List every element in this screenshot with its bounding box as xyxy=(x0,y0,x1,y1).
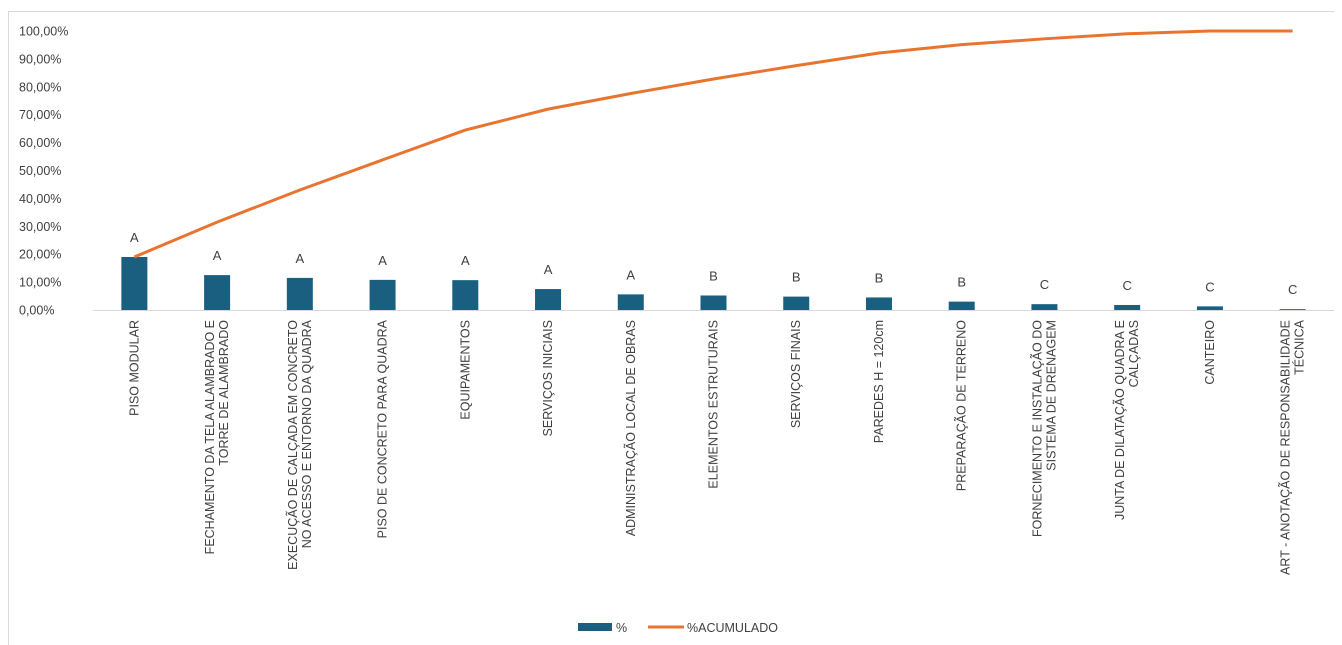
category-label: NO ACESSO E ENTORNO DA QUADRA xyxy=(300,319,314,548)
bar xyxy=(783,296,810,310)
abc-class-label: C xyxy=(1122,278,1131,293)
bar xyxy=(1114,304,1141,310)
legend-bar-swatch xyxy=(578,623,612,631)
bar xyxy=(121,256,148,310)
category-label: CALÇADAS xyxy=(1127,320,1141,387)
abc-class-label: B xyxy=(875,270,884,285)
bar xyxy=(1196,306,1223,310)
category-label: SERVIÇOS FINAIS xyxy=(789,320,803,428)
category-label: ADMINISTRAÇÃO LOCAL DE OBRAS xyxy=(624,320,638,536)
bar xyxy=(204,275,231,310)
bar xyxy=(1031,304,1058,310)
y-axis: 0,00% 10,00% 20,00% 30,00% 40,00% 50,00% 60,00… xyxy=(19,25,1334,318)
bar xyxy=(286,277,313,310)
bar xyxy=(369,279,396,310)
y-tick-label: 100,00% xyxy=(19,25,68,39)
y-tick-label: 30,00% xyxy=(19,220,61,234)
category-label: PISO MODULAR xyxy=(127,320,141,416)
category-label: TÉCNICA xyxy=(1292,319,1307,375)
cumulative-line-series xyxy=(133,29,1293,259)
category-label: PREPARAÇÃO DE TERRENO xyxy=(955,320,969,491)
bar-series xyxy=(121,256,1306,310)
bar xyxy=(948,301,975,310)
category-labels: PISO MODULAR FECHAMENTO DA TELA ALAMBRADO… xyxy=(127,319,1306,575)
abc-class-label: B xyxy=(792,270,801,285)
cumulative-line xyxy=(133,29,1293,259)
y-tick-label: 50,00% xyxy=(19,164,61,178)
bar xyxy=(865,297,892,310)
abc-class-label: C xyxy=(1205,279,1214,294)
abc-class-label: A xyxy=(626,267,635,282)
category-label: ART - ANOTAÇÃO DE RESPONSABILIDADE xyxy=(1279,320,1293,575)
y-tick-label: 20,00% xyxy=(19,248,61,262)
y-tick-label: 0,00% xyxy=(19,304,54,318)
category-label: CANTEIRO xyxy=(1203,320,1217,385)
y-tick-label: 10,00% xyxy=(19,276,61,290)
bar xyxy=(452,280,479,310)
abc-class-label: B xyxy=(709,268,718,283)
category-label: PAREDES H = 120cm xyxy=(872,320,886,443)
category-label: EXECUÇÃO DE CALÇADA EM CONCRETO xyxy=(286,320,300,570)
abc-class-label: C xyxy=(1040,277,1049,292)
legend-bar-label: % xyxy=(616,621,627,635)
category-label: FECHAMENTO DA TELA ALAMBRADO E xyxy=(203,320,217,554)
legend: % %ACUMULADO xyxy=(578,621,778,635)
abc-class-label: A xyxy=(130,230,139,245)
category-label: EQUIPAMENTOS xyxy=(458,320,472,420)
y-tick-label: 70,00% xyxy=(19,108,61,122)
category-label: SERVIÇOS INICIAIS xyxy=(541,320,555,436)
abc-class-label: A xyxy=(295,251,304,266)
category-label: SISTEMA DE DRENAGEM xyxy=(1044,320,1058,471)
category-label: JUNTA DE DILATAÇÃO QUADRA E xyxy=(1113,320,1127,520)
abc-class-label: A xyxy=(461,253,470,268)
y-tick-label: 90,00% xyxy=(19,52,61,66)
y-tick-label: 80,00% xyxy=(19,80,61,94)
abc-class-label: A xyxy=(544,262,553,277)
bar xyxy=(535,289,562,310)
bar xyxy=(1279,309,1306,310)
abc-class-label: A xyxy=(213,248,222,263)
abc-class-labels: A A A A A A A B B B B C C C C xyxy=(130,230,1297,297)
abc-class-label: C xyxy=(1288,282,1297,297)
y-tick-label: 60,00% xyxy=(19,136,61,150)
bar xyxy=(700,295,727,310)
category-label: TORRE DE ALAMBRADO xyxy=(217,320,231,466)
legend-line-label: %ACUMULADO xyxy=(687,621,778,635)
bar xyxy=(617,294,644,310)
y-tick-label: 40,00% xyxy=(19,192,61,206)
abc-class-label: A xyxy=(378,253,387,268)
category-label: PISO DE CONCRETO PARA QUADRA xyxy=(376,319,390,538)
abc-class-label: B xyxy=(957,275,966,290)
category-label: ELEMENTOS ESTRUTURAIS xyxy=(707,320,721,489)
chart-frame xyxy=(8,11,1334,645)
category-label: FORNECIMENTO E INSTALAÇÃO DO xyxy=(1030,320,1044,537)
